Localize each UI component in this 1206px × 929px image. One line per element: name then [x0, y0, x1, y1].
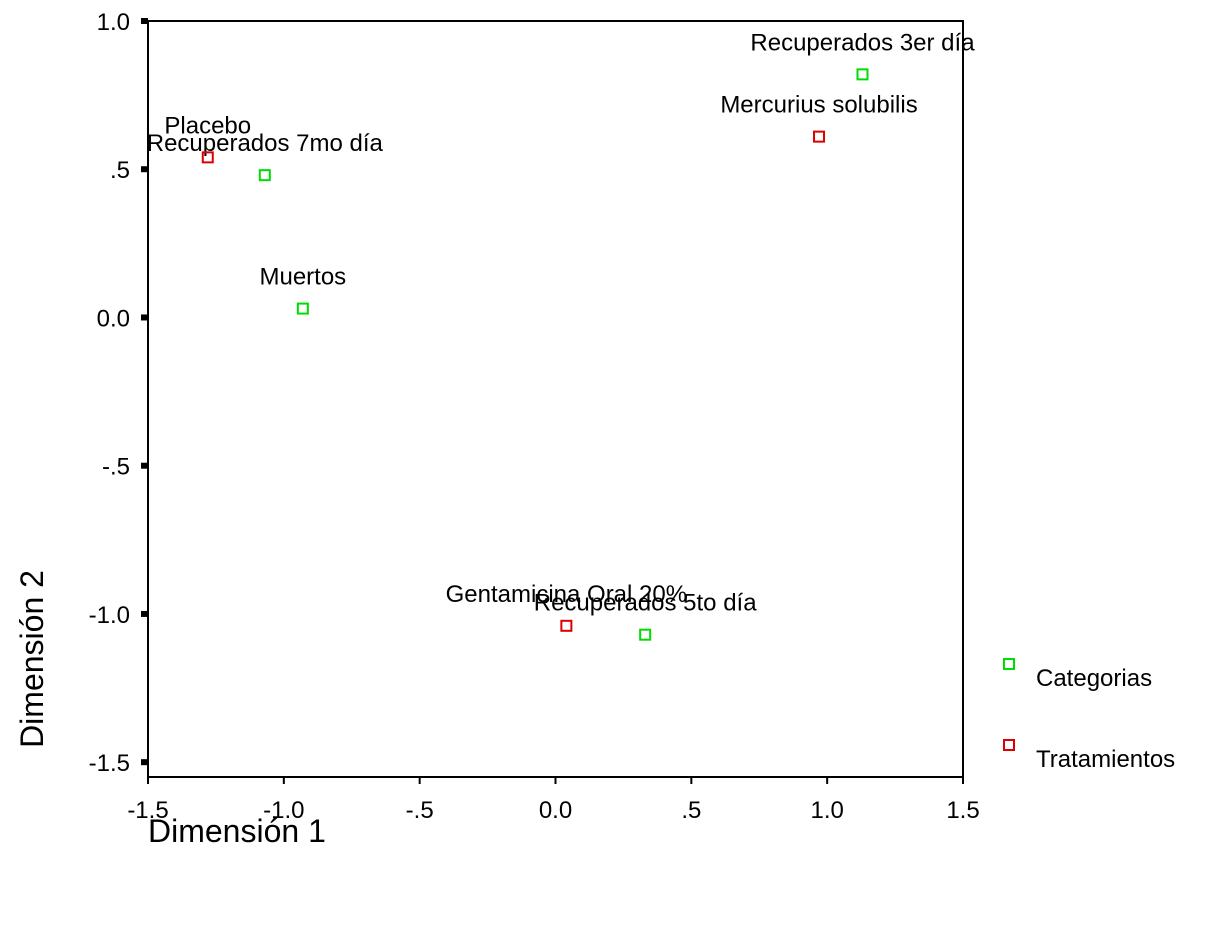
- x-tick-label: .5: [681, 797, 701, 824]
- y-tick-label: .5: [110, 157, 130, 184]
- y-tick-mark: [141, 18, 148, 24]
- y-tick-mark: [141, 166, 148, 173]
- point-label: Placebo: [164, 112, 251, 139]
- data-point-marker: [296, 302, 309, 315]
- y-tick-label: 0.0: [97, 305, 130, 332]
- data-point-marker: [639, 628, 652, 641]
- axis-tick-labels: -1.5 -1.0 -.5 0.0 .5 1.0 1.5 1.0 .5 0.0 -.5 -1.0 -1.…: [89, 9, 980, 824]
- y-tick-label: -1.0: [89, 602, 130, 629]
- x-tick-label: -1.0: [263, 797, 304, 824]
- y-tick-mark: [141, 462, 148, 469]
- x-tick-label: -1.5: [127, 797, 168, 824]
- x-tick-label: 1.5: [946, 797, 979, 824]
- point-label: Mercurius solubilis: [720, 92, 917, 119]
- axis-ticks: [141, 18, 964, 784]
- data-point-marker: [258, 169, 271, 182]
- y-tick-label: 1.0: [97, 9, 130, 36]
- x-tick-label: -.5: [406, 797, 434, 824]
- x-tick-label: 1.0: [810, 797, 843, 824]
- point-label: Recuperados 5to día: [534, 590, 757, 617]
- data-point-marker: [201, 151, 214, 164]
- y-tick-mark: [141, 610, 148, 617]
- y-tick-mark: [141, 759, 148, 766]
- point-label: Muertos: [259, 264, 346, 291]
- point-label: Recuperados 3er día: [750, 29, 975, 56]
- point-label: Recuperados 7mo día: [147, 130, 384, 157]
- y-axis-title: Dimensión 2: [14, 570, 50, 748]
- legend-marker: [1003, 739, 1015, 751]
- y-tick-label: -1.5: [89, 750, 130, 777]
- point-labels: Recuperados 3er día Recuperados 7mo día Mu…: [147, 29, 975, 616]
- legend-marker: [1003, 658, 1015, 670]
- x-axis-title: Dimensión 1: [148, 813, 326, 849]
- legend-label: Categorias: [1036, 665, 1152, 692]
- point-label: Gentamicina Oral 20%: [446, 581, 687, 608]
- data-point-marker: [813, 130, 826, 143]
- y-tick-mark: [141, 314, 148, 321]
- data-point-marker: [856, 68, 869, 81]
- data-point-marker: [560, 619, 573, 632]
- legend-label: Tratamientos: [1036, 746, 1175, 773]
- legend: Categorias Tratamientos: [1003, 658, 1175, 773]
- data-markers: [201, 68, 869, 641]
- y-tick-label: -.5: [102, 454, 130, 481]
- x-tick-label: 0.0: [539, 797, 572, 824]
